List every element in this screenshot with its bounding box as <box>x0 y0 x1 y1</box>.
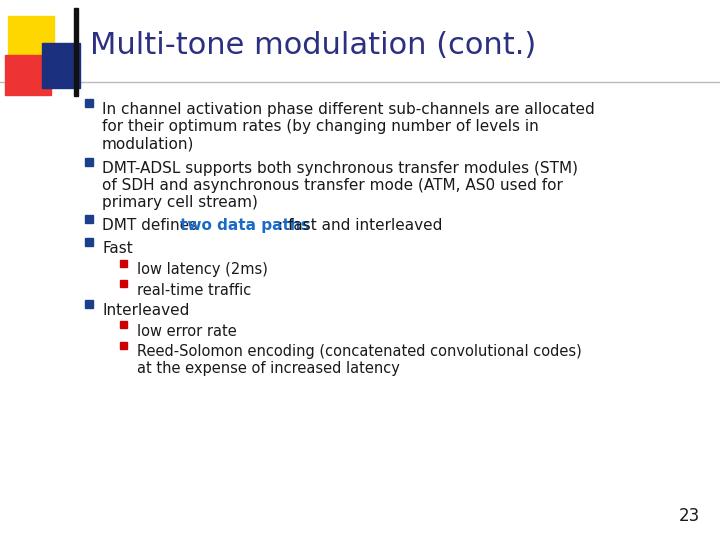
Text: DMT defines: DMT defines <box>102 218 202 233</box>
Text: modulation): modulation) <box>102 136 194 151</box>
Bar <box>85 300 93 308</box>
Bar <box>85 238 93 246</box>
Bar <box>120 260 127 267</box>
Bar <box>85 99 93 107</box>
Text: at the expense of increased latency: at the expense of increased latency <box>137 361 400 375</box>
Text: Multi-tone modulation (cont.): Multi-tone modulation (cont.) <box>90 30 536 59</box>
Text: Interleaved: Interleaved <box>102 303 189 318</box>
Text: 23: 23 <box>679 507 700 525</box>
Text: primary cell stream): primary cell stream) <box>102 195 258 210</box>
Text: low latency (2ms): low latency (2ms) <box>137 262 268 278</box>
Text: of SDH and asynchronous transfer mode (ATM, AS0 used for: of SDH and asynchronous transfer mode (A… <box>102 178 563 193</box>
Text: low error rate: low error rate <box>137 324 237 339</box>
Text: real-time traffic: real-time traffic <box>137 282 251 298</box>
Bar <box>5 55 51 95</box>
Text: : fast and interleaved: : fast and interleaved <box>278 218 442 233</box>
Bar <box>120 321 127 328</box>
Bar <box>120 342 127 349</box>
Text: for their optimum rates (by changing number of levels in: for their optimum rates (by changing num… <box>102 119 539 134</box>
Text: In channel activation phase different sub-channels are allocated: In channel activation phase different su… <box>102 102 595 117</box>
Text: Fast: Fast <box>102 241 132 256</box>
Bar <box>85 158 93 166</box>
Text: two data paths: two data paths <box>180 218 310 233</box>
Bar <box>8 16 54 62</box>
Text: Reed-Solomon encoding (concatenated convolutional codes): Reed-Solomon encoding (concatenated conv… <box>137 345 582 359</box>
Bar <box>85 215 93 223</box>
Bar <box>42 43 80 88</box>
Bar <box>120 280 127 287</box>
Text: DMT-ADSL supports both synchronous transfer modules (STM): DMT-ADSL supports both synchronous trans… <box>102 161 578 176</box>
Bar <box>74 8 78 96</box>
